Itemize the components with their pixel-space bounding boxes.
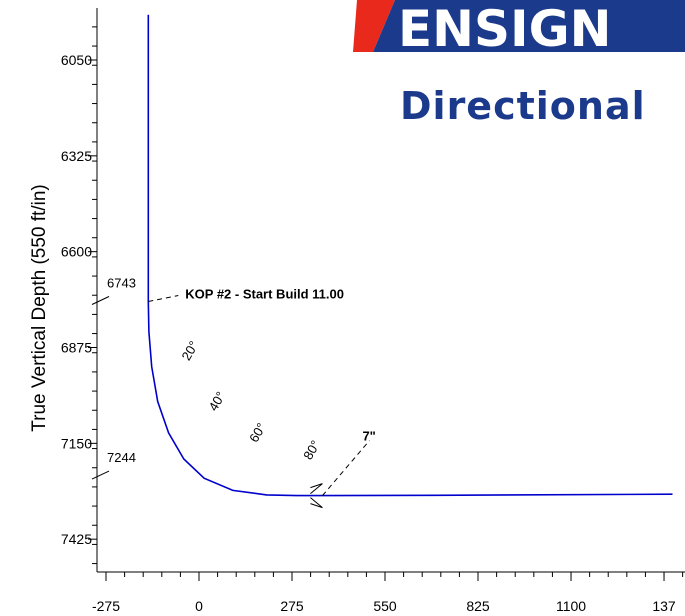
logo-red-accent: [353, 0, 395, 52]
x-tick-label: -275: [92, 598, 120, 614]
x-tick-label: 550: [373, 598, 397, 614]
md-marker-tick: [91, 296, 110, 305]
inclination-label: 60°: [246, 420, 269, 445]
x-tick-label: 137: [652, 598, 676, 614]
logo-blue-banner: [373, 0, 685, 52]
y-tick-label: 6600: [61, 244, 92, 260]
logo-line1: ENSIGN: [398, 0, 612, 58]
y-tick-label: 6050: [61, 52, 92, 68]
md-marker-label: 7244: [107, 450, 136, 465]
y-tick-marks: 6050 6325 6600 6875 7150 7425: [61, 52, 97, 547]
wellpath-line: [147, 14, 673, 497]
y-tick-label: 7150: [61, 435, 92, 451]
x-minor-ticks: [105, 572, 684, 577]
ensign-logo: ENSIGN Directional: [353, 0, 685, 128]
annotations: KOP #2 - Start Build 11.00 7": [148, 287, 376, 509]
inclination-label: 40°: [206, 389, 229, 414]
x-tick-label: 825: [466, 598, 490, 614]
y-tick-label: 7425: [61, 531, 92, 547]
casing-leader-line: [322, 440, 370, 496]
logo-line2: Directional: [400, 84, 646, 128]
y-minor-ticks: [92, 26, 97, 565]
y-axis-title: True Vertical Depth (550 ft/in): [29, 184, 50, 431]
y-tick-label: 6875: [61, 340, 92, 356]
casing-label: 7": [362, 429, 375, 444]
md-marker-tick: [91, 470, 110, 480]
inclination-label: 80°: [300, 438, 323, 463]
casing-shoe-upper: [310, 483, 323, 495]
x-tick-label: 1100: [556, 598, 586, 614]
y-tick-label: 6325: [61, 148, 92, 164]
md-markers: 6743 7244: [91, 276, 136, 480]
kop-label: KOP #2 - Start Build 11.00: [185, 287, 344, 302]
inclination-label: 20°: [178, 338, 201, 363]
inclination-labels: 20° 40° 60° 80°: [178, 338, 323, 462]
x-tick-label: 0: [195, 598, 203, 614]
casing-shoe-lower: [310, 497, 323, 509]
kop-leader-line: [148, 295, 179, 303]
x-tick-marks: -275 0 275 550 825 1100 137: [92, 572, 676, 614]
md-marker-label: 6743: [107, 276, 136, 291]
series-layer: [147, 14, 673, 497]
x-tick-label: 275: [280, 598, 304, 614]
